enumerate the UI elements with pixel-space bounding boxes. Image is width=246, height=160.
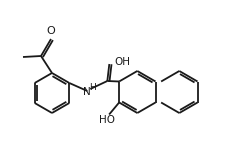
Text: HO: HO bbox=[99, 115, 115, 124]
Text: N: N bbox=[83, 87, 91, 97]
Text: H: H bbox=[89, 83, 96, 92]
Text: OH: OH bbox=[114, 57, 130, 67]
Text: O: O bbox=[47, 26, 55, 36]
